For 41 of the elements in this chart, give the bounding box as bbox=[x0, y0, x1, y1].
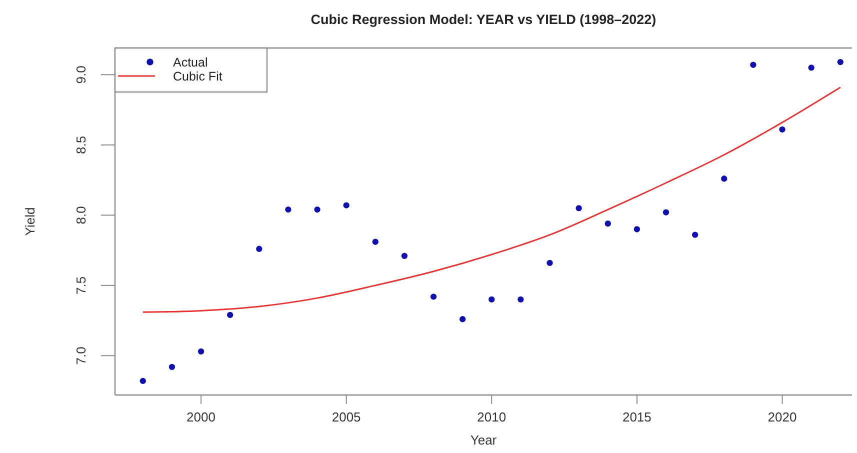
x-tick-label: 2010 bbox=[477, 410, 506, 425]
point bbox=[808, 64, 814, 71]
x-tick-label: 2000 bbox=[186, 410, 216, 425]
point bbox=[837, 58, 844, 66]
point bbox=[576, 205, 582, 212]
point bbox=[226, 312, 234, 318]
y-tick-label: 8.5 bbox=[74, 136, 89, 154]
y-tick-label: 8.0 bbox=[74, 206, 89, 224]
legend-label: Cubic Fit bbox=[173, 69, 223, 84]
point bbox=[721, 176, 728, 182]
point bbox=[430, 294, 437, 300]
x-tick-label: 2020 bbox=[768, 410, 797, 425]
point bbox=[256, 246, 262, 252]
chart-title: Cubic Regression Model: YEAR vs YIELD (1998–2022) bbox=[310, 12, 656, 27]
y-tick-label: 7.0 bbox=[74, 346, 89, 365]
y-axis-title: Yield bbox=[22, 207, 38, 236]
point bbox=[401, 252, 408, 260]
y-tick-label: 7.5 bbox=[74, 276, 89, 294]
point bbox=[198, 348, 204, 355]
y-tick-label: 9.0 bbox=[74, 66, 89, 84]
point bbox=[604, 220, 611, 227]
point bbox=[168, 364, 176, 370]
point bbox=[634, 226, 640, 232]
x-tick-label: 2005 bbox=[332, 410, 361, 425]
point bbox=[779, 126, 786, 133]
point bbox=[314, 206, 320, 213]
point bbox=[546, 260, 553, 266]
x-tick-label: 2015 bbox=[622, 410, 652, 425]
point bbox=[459, 316, 466, 322]
point bbox=[662, 209, 670, 216]
point bbox=[750, 62, 756, 68]
line-series bbox=[142, 86, 842, 313]
point bbox=[518, 296, 524, 303]
point bbox=[372, 238, 378, 245]
x-axis-title: Year bbox=[470, 432, 498, 448]
point bbox=[140, 378, 146, 384]
point bbox=[692, 232, 698, 238]
point bbox=[488, 296, 495, 303]
legend-label: Actual bbox=[173, 55, 208, 70]
point bbox=[343, 202, 350, 208]
point bbox=[285, 206, 292, 213]
